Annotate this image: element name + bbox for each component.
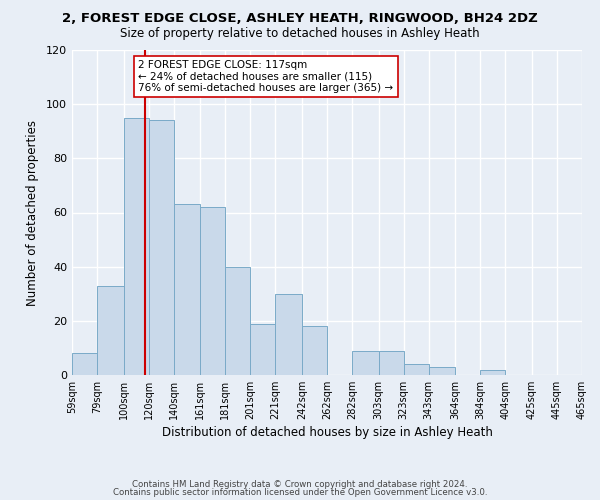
Y-axis label: Number of detached properties: Number of detached properties bbox=[26, 120, 39, 306]
Text: Contains public sector information licensed under the Open Government Licence v3: Contains public sector information licen… bbox=[113, 488, 487, 497]
Bar bbox=[404, 364, 429, 375]
X-axis label: Distribution of detached houses by size in Ashley Heath: Distribution of detached houses by size … bbox=[161, 426, 493, 439]
Bar bbox=[379, 350, 404, 375]
Bar bbox=[200, 207, 225, 375]
Bar bbox=[72, 354, 97, 375]
Text: 2 FOREST EDGE CLOSE: 117sqm
← 24% of detached houses are smaller (115)
76% of se: 2 FOREST EDGE CLOSE: 117sqm ← 24% of det… bbox=[139, 60, 394, 93]
Bar bbox=[275, 294, 302, 375]
Text: Size of property relative to detached houses in Ashley Heath: Size of property relative to detached ho… bbox=[120, 26, 480, 40]
Bar bbox=[480, 370, 505, 375]
Bar bbox=[352, 350, 379, 375]
Bar bbox=[302, 326, 327, 375]
Bar bbox=[124, 118, 149, 375]
Bar bbox=[149, 120, 174, 375]
Bar bbox=[429, 367, 455, 375]
Bar bbox=[250, 324, 275, 375]
Text: 2, FOREST EDGE CLOSE, ASHLEY HEATH, RINGWOOD, BH24 2DZ: 2, FOREST EDGE CLOSE, ASHLEY HEATH, RING… bbox=[62, 12, 538, 26]
Text: Contains HM Land Registry data © Crown copyright and database right 2024.: Contains HM Land Registry data © Crown c… bbox=[132, 480, 468, 489]
Bar bbox=[174, 204, 200, 375]
Bar bbox=[97, 286, 124, 375]
Bar bbox=[225, 266, 250, 375]
